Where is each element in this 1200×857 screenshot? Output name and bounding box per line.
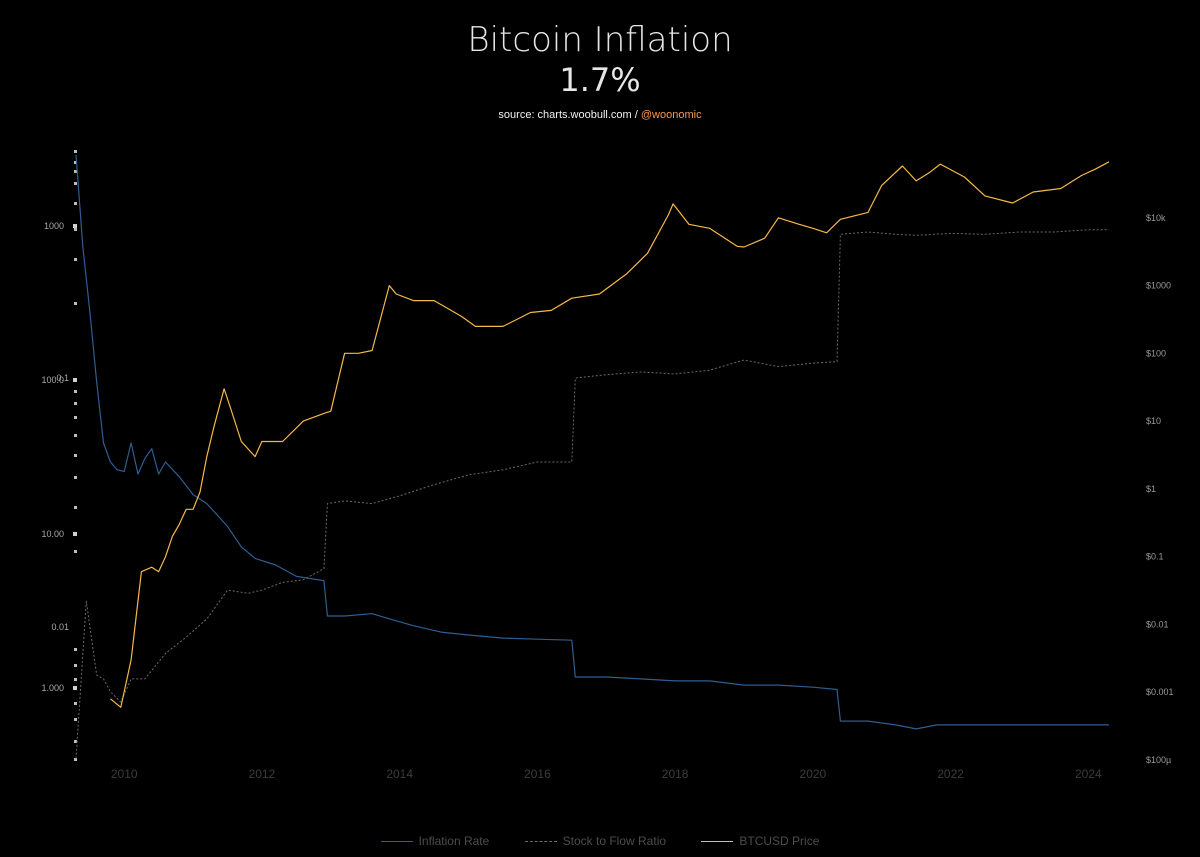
source-line: source: charts.woobull.com / @woonomic — [0, 109, 1200, 121]
minor-tick-marker — [74, 402, 77, 405]
minor-tick-marker — [74, 170, 77, 173]
x-tick-label: 2018 — [662, 767, 689, 781]
left-tick-marker — [73, 532, 77, 536]
btcusd-price-line — [110, 161, 1110, 708]
left-axis: 1000 100.0 10.00 1.000 — [41, 221, 77, 693]
legend-swatch-price — [701, 841, 734, 843]
left-inner-axis: 0.1 0.01 — [51, 150, 77, 761]
minor-tick-marker — [74, 161, 77, 164]
minor-tick-marker — [74, 182, 77, 185]
source-text: source: charts.woobull.com / — [498, 109, 641, 121]
legend-label-s2f: Stock to Flow Ratio — [562, 834, 667, 848]
legend-label-price: BTCUSD Price — [739, 834, 820, 848]
stock-to-flow-line — [75, 229, 1109, 759]
minor-tick-marker — [74, 202, 77, 205]
left-tick-label: 100.0 — [41, 375, 64, 385]
legend-swatch-inflation — [380, 841, 413, 843]
legend-item-inflation[interactable]: Inflation Rate — [380, 834, 490, 848]
minor-tick-marker — [74, 740, 77, 743]
minor-tick-marker — [74, 718, 77, 721]
right-tick-label: $10 — [1146, 416, 1161, 426]
left-tick-marker — [73, 686, 77, 690]
right-tick-label: $0.1 — [1146, 552, 1164, 562]
x-tick-label: 2012 — [249, 767, 276, 781]
x-tick-label: 2016 — [524, 767, 551, 781]
minor-tick-marker — [74, 390, 77, 393]
left-tick-label: 1.000 — [41, 683, 64, 693]
inner-tick-label: 0.1 — [56, 373, 69, 383]
left-tick-marker — [73, 224, 77, 228]
minor-tick-marker — [74, 228, 77, 231]
x-tick-label: 2022 — [937, 767, 964, 781]
x-tick-label: 2010 — [111, 767, 138, 781]
x-tick-label: 2014 — [386, 767, 413, 781]
series-layer — [75, 154, 1110, 759]
source-handle[interactable]: @woonomic — [640, 109, 702, 121]
x-tick-label: 2024 — [1075, 767, 1102, 781]
minor-tick-marker — [74, 506, 77, 509]
right-tick-label: $1000 — [1146, 281, 1171, 291]
legend-swatch-s2f — [524, 841, 557, 843]
right-tick-label: $100µ — [1146, 755, 1171, 765]
right-axis: $10k $1000 $100 $10 $1 $0.1 $0.01 $0.001 $100µ — [1146, 213, 1174, 765]
x-axis: 2010 2012 2014 2016 2018 2020 2022 2024 — [111, 767, 1102, 781]
minor-tick-marker — [74, 678, 77, 681]
chart-title: Bitcoin Inflation — [467, 20, 733, 60]
left-tick-label: 10.00 — [41, 529, 64, 539]
legend-item-s2f[interactable]: Stock to Flow Ratio — [524, 834, 667, 848]
minor-tick-marker — [74, 550, 77, 553]
minor-tick-marker — [74, 664, 77, 667]
inner-tick-label: 0.01 — [51, 622, 69, 632]
minor-tick-marker — [74, 302, 77, 305]
left-tick-marker — [73, 378, 77, 382]
minor-tick-marker — [74, 258, 77, 261]
minor-tick-marker — [74, 702, 77, 705]
minor-tick-marker — [74, 416, 77, 419]
right-tick-label: $0.01 — [1146, 619, 1169, 629]
right-tick-label: $100 — [1146, 348, 1166, 358]
chart-legend: Inflation Rate Stock to Flow Ratio BTCUS… — [0, 834, 1200, 848]
minor-tick-marker — [74, 434, 77, 437]
inflation-rate-line — [75, 154, 1109, 730]
minor-tick-marker — [74, 476, 77, 479]
chart-subtitle: 1.7% — [559, 61, 641, 99]
minor-tick-marker — [74, 758, 77, 761]
minor-tick-marker — [74, 454, 77, 457]
right-tick-label: $1 — [1146, 484, 1156, 494]
right-tick-label: $0.001 — [1146, 687, 1174, 697]
right-tick-label: $10k — [1146, 213, 1166, 223]
legend-item-price[interactable]: BTCUSD Price — [701, 834, 819, 848]
left-tick-label: 1000 — [44, 221, 64, 231]
legend-label-inflation: Inflation Rate — [418, 834, 490, 848]
minor-tick-marker — [74, 648, 77, 651]
minor-tick-marker — [74, 150, 77, 153]
x-tick-label: 2020 — [800, 767, 827, 781]
